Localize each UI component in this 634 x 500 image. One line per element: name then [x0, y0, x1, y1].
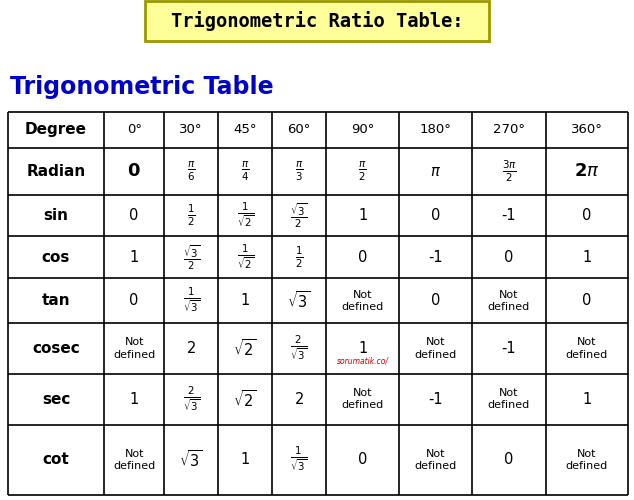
Text: 1: 1 [582, 250, 592, 265]
FancyBboxPatch shape [145, 1, 489, 41]
Text: 0: 0 [582, 294, 592, 308]
Text: $\frac{2}{\sqrt{3}}$: $\frac{2}{\sqrt{3}}$ [290, 334, 307, 364]
Text: -1: -1 [501, 341, 516, 356]
Text: $\frac{1}{2}$: $\frac{1}{2}$ [187, 203, 195, 228]
Text: 0°: 0° [127, 124, 141, 136]
Text: tan: tan [42, 294, 70, 308]
Text: $\frac{\pi}{6}$: $\frac{\pi}{6}$ [187, 160, 195, 183]
Text: sec: sec [42, 392, 70, 407]
Text: 45°: 45° [233, 124, 257, 136]
Text: sorumatik.co/: sorumatik.co/ [337, 356, 389, 366]
Text: 0: 0 [431, 294, 441, 308]
Text: $\sqrt{3}$: $\sqrt{3}$ [287, 290, 311, 312]
Text: cot: cot [42, 452, 70, 468]
Text: $\frac{\pi}{4}$: $\frac{\pi}{4}$ [241, 160, 249, 183]
Text: Not
defined: Not defined [415, 448, 457, 471]
Text: 1: 1 [240, 452, 250, 468]
Text: 1: 1 [129, 250, 139, 265]
Text: Not
defined: Not defined [415, 338, 457, 360]
Text: $\frac{\pi}{3}$: $\frac{\pi}{3}$ [295, 160, 303, 183]
Text: -1: -1 [429, 392, 443, 407]
Text: $\sqrt{2}$: $\sqrt{2}$ [233, 338, 257, 359]
Text: Not
defined: Not defined [566, 338, 608, 360]
Text: Degree: Degree [25, 122, 87, 138]
Text: Not
defined: Not defined [566, 448, 608, 471]
Text: $\frac{1}{\sqrt{2}}$: $\frac{1}{\sqrt{2}}$ [236, 201, 254, 230]
Text: 1: 1 [358, 341, 367, 356]
Text: cosec: cosec [32, 341, 80, 356]
Text: 1: 1 [240, 294, 250, 308]
Text: $\mathbf{0}$: $\mathbf{0}$ [127, 162, 141, 180]
Text: Not
defined: Not defined [488, 388, 530, 410]
Text: 1: 1 [582, 392, 592, 407]
Text: cos: cos [42, 250, 70, 265]
Text: sin: sin [44, 208, 68, 223]
Text: $\mathbf{2}\pi$: $\mathbf{2}\pi$ [574, 162, 600, 180]
Text: 0: 0 [129, 208, 139, 223]
Text: 2: 2 [294, 392, 304, 407]
Text: 60°: 60° [287, 124, 311, 136]
Text: 0: 0 [504, 452, 514, 468]
Text: 0: 0 [582, 208, 592, 223]
Text: 180°: 180° [420, 124, 452, 136]
Text: 360°: 360° [571, 124, 603, 136]
Text: Not
defined: Not defined [342, 388, 384, 410]
Text: $\frac{\sqrt{3}}{2}$: $\frac{\sqrt{3}}{2}$ [183, 243, 200, 272]
Text: $\sqrt{3}$: $\sqrt{3}$ [179, 450, 203, 470]
Text: -1: -1 [501, 208, 516, 223]
Text: $\frac{\pi}{2}$: $\frac{\pi}{2}$ [358, 160, 367, 183]
Text: Trigonometric Table: Trigonometric Table [10, 75, 274, 99]
Text: 270°: 270° [493, 124, 525, 136]
Text: 90°: 90° [351, 124, 374, 136]
Text: 0: 0 [129, 294, 139, 308]
Text: $\frac{1}{\sqrt{3}}$: $\frac{1}{\sqrt{3}}$ [290, 445, 307, 474]
Text: 0: 0 [504, 250, 514, 265]
Text: $\frac{\sqrt{3}}{2}$: $\frac{\sqrt{3}}{2}$ [290, 201, 307, 230]
Text: Not
defined: Not defined [488, 290, 530, 312]
Text: 1: 1 [358, 208, 367, 223]
Text: Not
defined: Not defined [342, 290, 384, 312]
Text: $\frac{1}{2}$: $\frac{1}{2}$ [295, 244, 303, 270]
Text: Radian: Radian [27, 164, 86, 178]
Text: Trigonometric Ratio Table:: Trigonometric Ratio Table: [171, 11, 463, 31]
Text: 0: 0 [358, 452, 367, 468]
Text: Not
defined: Not defined [113, 338, 155, 360]
Text: $\frac{1}{\sqrt{2}}$: $\frac{1}{\sqrt{2}}$ [236, 242, 254, 272]
Text: 2: 2 [186, 341, 196, 356]
Text: $\frac{3\pi}{2}$: $\frac{3\pi}{2}$ [501, 158, 516, 184]
Text: $\sqrt{2}$: $\sqrt{2}$ [233, 389, 257, 409]
Text: 30°: 30° [179, 124, 203, 136]
Text: $\pi$: $\pi$ [430, 164, 441, 178]
Text: -1: -1 [429, 250, 443, 265]
Text: $\frac{1}{\sqrt{3}}$: $\frac{1}{\sqrt{3}}$ [183, 286, 200, 316]
Text: $\frac{2}{\sqrt{3}}$: $\frac{2}{\sqrt{3}}$ [183, 384, 200, 414]
Text: Not
defined: Not defined [113, 448, 155, 471]
Text: 0: 0 [358, 250, 367, 265]
Text: 0: 0 [431, 208, 441, 223]
Text: 1: 1 [129, 392, 139, 407]
